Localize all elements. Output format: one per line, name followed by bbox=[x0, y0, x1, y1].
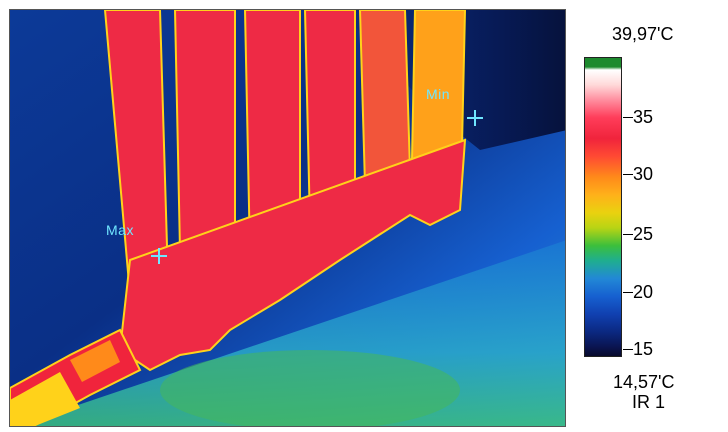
tick-label-30: 30 bbox=[633, 164, 654, 184]
tick-mark bbox=[623, 174, 633, 175]
tick-label-35: 35 bbox=[633, 107, 654, 127]
scale-max-value: 39,97'C bbox=[612, 24, 674, 44]
tick-label-20: 20 bbox=[633, 282, 654, 302]
tick-mark bbox=[623, 234, 633, 235]
tick-label-25: 25 bbox=[633, 224, 654, 244]
tick-mark bbox=[623, 349, 633, 350]
scale-min-value: 14,57'C bbox=[613, 372, 675, 392]
radiator bbox=[10, 10, 467, 426]
tick-mark bbox=[623, 117, 633, 118]
tick-mark bbox=[623, 292, 633, 293]
min-crosshair-icon bbox=[467, 110, 483, 126]
max-marker-label: Max bbox=[106, 222, 134, 238]
thermal-image: Max Min bbox=[9, 9, 566, 427]
thermal-render bbox=[10, 10, 565, 426]
max-crosshair-icon bbox=[151, 248, 167, 264]
min-marker-label: Min bbox=[426, 86, 451, 102]
color-palette-bar bbox=[584, 57, 622, 357]
image-source-label: IR 1 bbox=[632, 392, 666, 412]
temperature-scale-panel: 39,97'C 35 30 25 20 15 14,57'C IR 1 bbox=[574, 0, 728, 432]
tick-label-15: 15 bbox=[633, 339, 654, 359]
